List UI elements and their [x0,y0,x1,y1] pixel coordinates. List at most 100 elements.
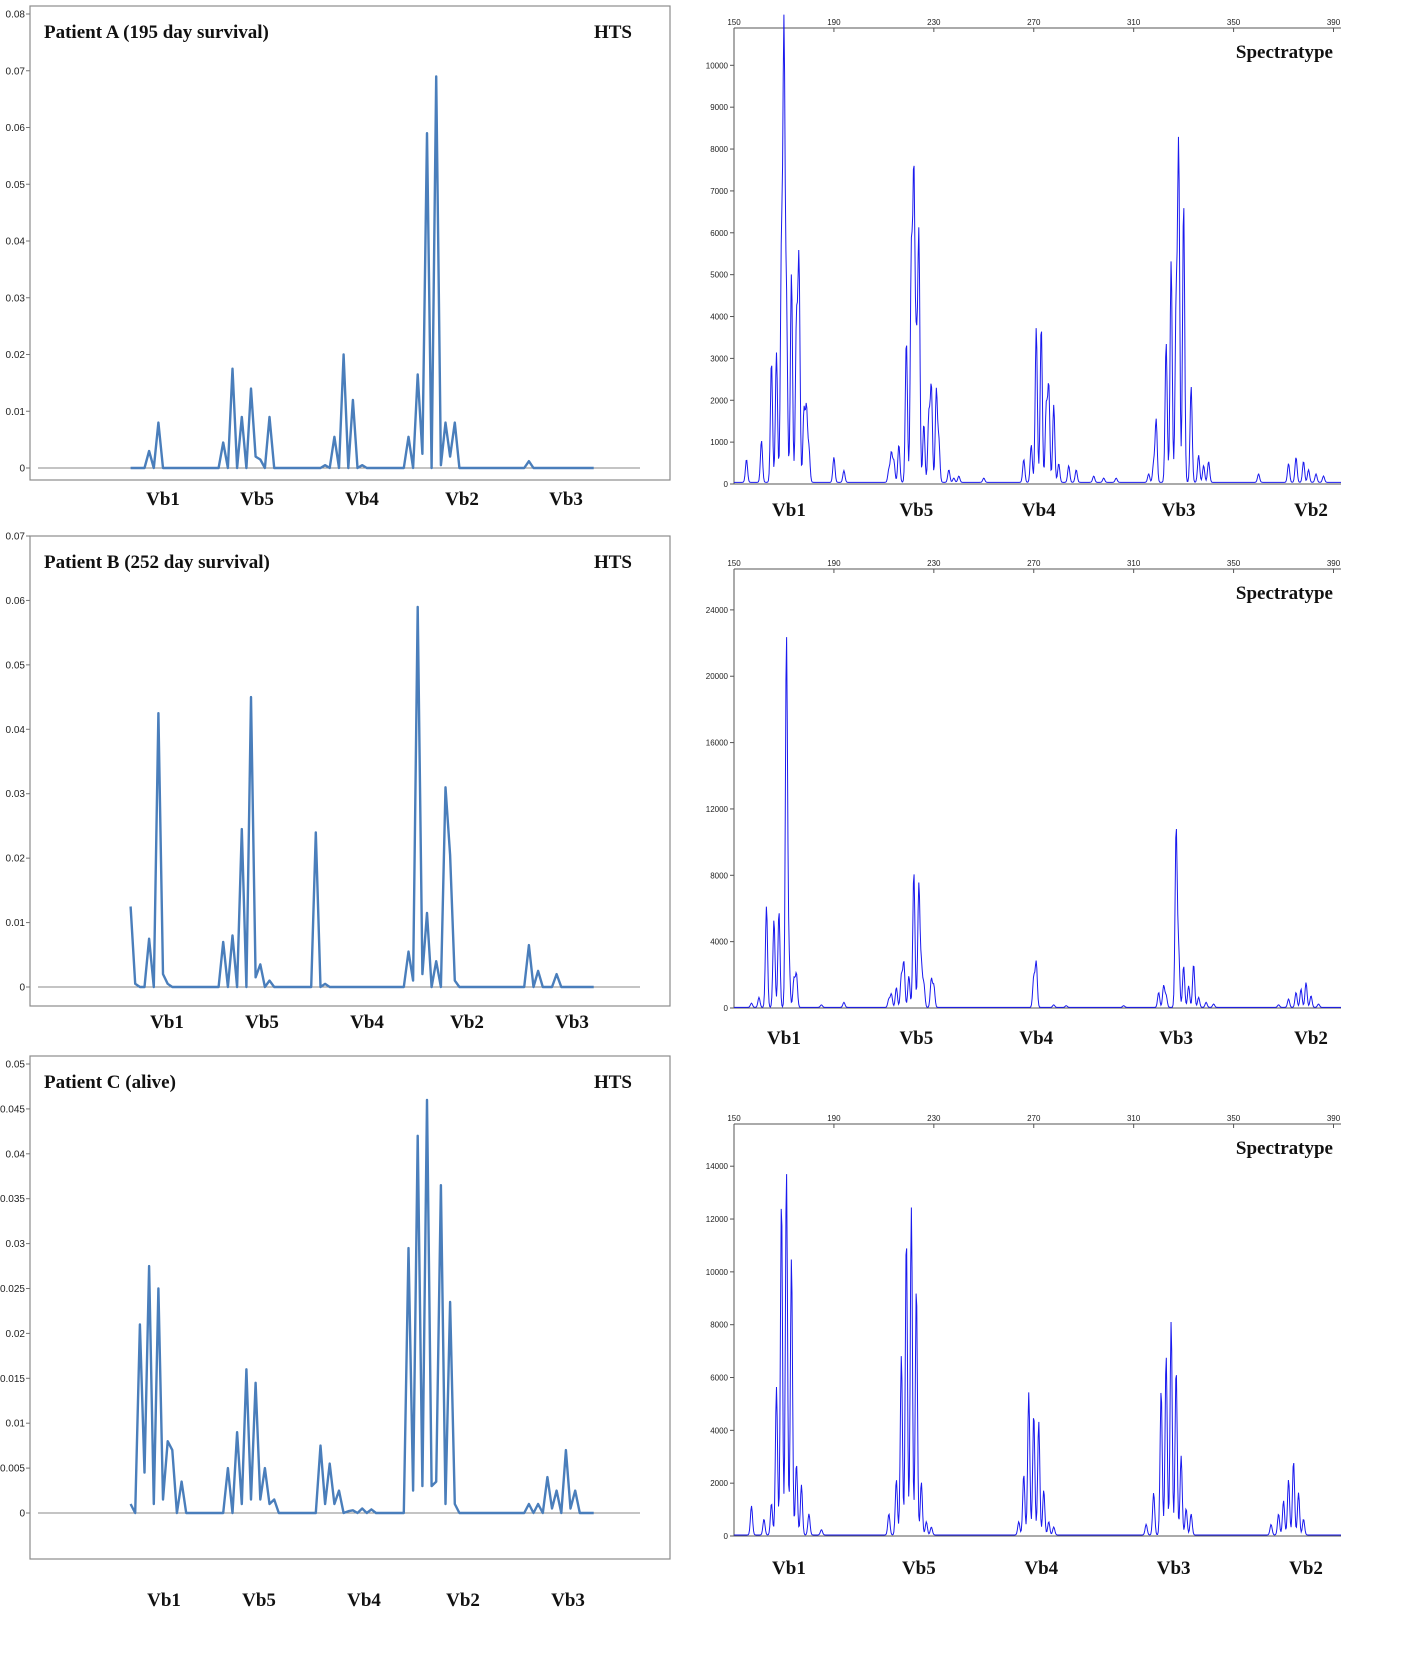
y-tick-label: 0 [19,464,25,475]
y-tick-label: 0.08 [6,10,26,21]
category-label: Vb2 [446,1590,480,1611]
y-tick-label: 0.01 [6,407,26,418]
y-tick-label: 3000 [710,354,728,363]
y-tick-label: 14000 [706,1162,729,1171]
category-label: Vb5 [240,489,274,510]
y-tick-label: 5000 [710,271,728,280]
y-tick-label: 4000 [710,313,728,322]
y-tick-label: 0.025 [0,1284,25,1295]
y-tick-label: 0 [19,1509,25,1520]
y-tick-label: 0.02 [6,350,26,361]
category-label: Vb4 [350,1012,384,1033]
x-tick-label: 230 [927,559,941,568]
y-tick-label: 0 [724,480,729,489]
y-tick-label: 24000 [706,606,729,615]
method-tag: Spectratype [1236,583,1333,604]
method-tag: Spectratype [1236,1138,1333,1159]
y-tick-label: 6000 [710,1374,728,1383]
hts-series-line [130,75,594,470]
hts-panel-b: 0 0.01 0.02 0.03 0.04 0.05 0.06 0.07 Patient B (… [0,528,671,1048]
category-label: Vb4 [347,1590,381,1611]
y-tick-label: 8000 [710,1321,728,1330]
category-label: Vb4 [345,489,379,510]
x-tick-label: 150 [727,559,741,568]
y-tick-label: 0.035 [0,1194,25,1205]
y-tick-label: 9000 [710,103,728,112]
spectratype-panel-b: 150 190 230 270 310 350 390 0 4000 8000 12000 16000… [700,555,1417,1075]
x-tick-label: 190 [827,1114,841,1123]
x-tick-label: 150 [727,1114,741,1123]
x-tick-label: 230 [927,18,941,27]
spectratype-trace [734,14,1341,483]
method-tag: HTS [594,552,632,573]
method-tag: HTS [594,22,632,43]
category-label: Vb3 [551,1590,585,1611]
hts-chart-b: 0 0.01 0.02 0.03 0.04 0.05 0.06 0.07 Patient B (… [6,532,671,1033]
x-tick-label: 350 [1227,1114,1241,1123]
spectratype-panel-a: 150 190 230 270 310 350 390 0 1000 2000 3000 4000 50… [700,0,1417,521]
category-label: Vb3 [555,1012,589,1033]
method-tag: HTS [594,1072,632,1093]
x-tick-label: 270 [1027,559,1041,568]
y-tick-label: 4000 [710,938,728,947]
x-tick-label: 230 [927,1114,941,1123]
hts-series-line [129,605,594,989]
y-tick-label: 0.005 [0,1464,25,1475]
x-tick-label: 310 [1127,18,1141,27]
hts-panel-a: 0 0.01 0.02 0.03 0.04 0.05 0.06 0.07 0.08 Patient… [0,0,671,520]
category-label: Vb5 [902,1558,936,1579]
spectratype-trace [734,1174,1341,1536]
y-tick-label: 0.05 [6,180,26,191]
category-label: Vb2 [450,1012,484,1033]
category-label: Vb2 [445,489,479,510]
y-tick-label: 0.04 [6,1149,26,1160]
y-tick-label: 10000 [706,1268,729,1277]
spectratype-plot-group: 150 190 230 270 310 350 390 0 2000 4000 6000 8000 10… [706,1114,1341,1579]
plot-frame [29,1055,671,1560]
y-tick-label: 0.07 [6,66,26,77]
y-tick-label: 12000 [706,805,729,814]
category-label: Vb3 [549,489,583,510]
y-tick-label: 12000 [706,1215,729,1224]
plot-frame [29,535,671,1007]
category-label: Vb3 [1159,1028,1193,1049]
y-tick-label: 0.015 [0,1374,25,1385]
y-tick-label: 0.05 [6,660,26,671]
category-label: Vb1 [772,1558,806,1579]
y-tick-label: 8000 [710,871,728,880]
spectratype-panel-c: 150 190 230 270 310 350 390 0 2000 4000 6000 8000 10… [700,1110,1417,1666]
y-tick-label: 0.01 [6,1419,26,1430]
category-label: Vb5 [242,1590,276,1611]
y-tick-label: 0.02 [6,1329,26,1340]
x-tick-label: 390 [1327,559,1341,568]
y-tick-label: 0.03 [6,293,26,304]
y-tick-label: 0.02 [6,854,26,865]
chart-title: Patient A (195 day survival) [44,22,269,43]
y-tick-label: 0.03 [6,789,26,800]
plot-frame [29,5,671,481]
y-tick-label: 16000 [706,739,729,748]
category-label: Vb1 [767,1028,801,1049]
y-tick-label: 8000 [710,145,728,154]
chart-title: Patient C (alive) [44,1072,176,1093]
method-tag: Spectratype [1236,42,1333,63]
y-tick-label: 2000 [710,396,728,405]
x-tick-label: 270 [1027,18,1041,27]
x-tick-label: 390 [1327,1114,1341,1123]
y-tick-label: 0.06 [6,123,26,134]
spectratype-trace [734,637,1341,1009]
x-tick-label: 310 [1127,559,1141,568]
category-label: Vb2 [1289,1558,1323,1579]
y-tick-label: 0.06 [6,596,26,607]
y-tick-label: 0.04 [6,237,26,248]
y-tick-label: 20000 [706,672,729,681]
x-tick-label: 270 [1027,1114,1041,1123]
y-tick-label: 2000 [710,1479,728,1488]
x-tick-label: 390 [1327,18,1341,27]
category-label: Vb4 [1019,1028,1053,1049]
y-tick-label: 0 [724,1532,729,1541]
category-label: Vb3 [1162,500,1196,521]
y-tick-label: 0.07 [6,532,26,543]
y-tick-label: 0.03 [6,1239,26,1250]
category-label: Vb2 [1294,500,1328,521]
